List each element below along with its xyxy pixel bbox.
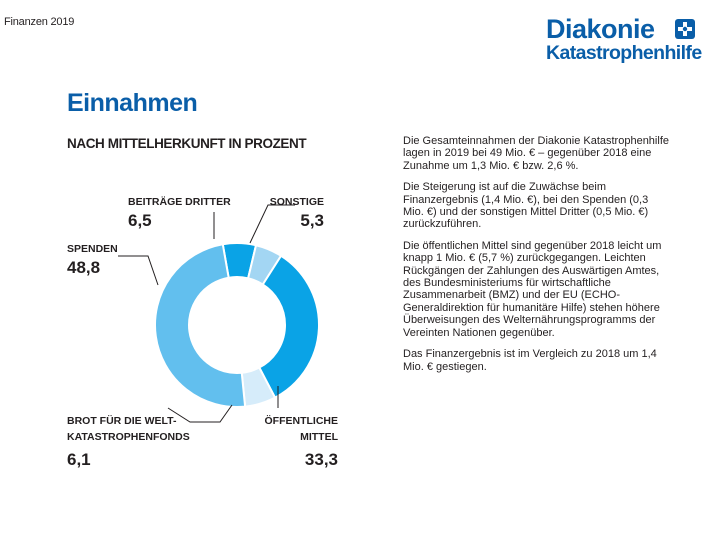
label-oeffentliche-value: 33,3 (305, 450, 338, 469)
chart-labels: BEITRÄGE DRITTER 6,5 SONSTIGE 5,3 SPENDE… (67, 195, 339, 469)
paragraph-3: Die öffentlichen Mittel sind gegenüber 2… (403, 239, 662, 339)
label-brot-name-line2: KATASTROPHENFONDS (67, 431, 190, 443)
paragraph-4: Das Finanzergebnis ist im Vergleich zu 2… (403, 348, 657, 373)
label-brot-name-line1: BROT FÜR DIE WELT- (67, 414, 177, 427)
label-sonstige-value: 5,3 (300, 211, 324, 230)
body-text: Die Gesamteinnahmen der Diakonie Katastr… (403, 135, 671, 382)
label-beitraege-value: 6,5 (128, 211, 152, 230)
leader-line-spenden (118, 255, 159, 286)
section-title: Einnahmen (67, 89, 198, 117)
diakonie-logo: Diakonie Katastrophenhilfe (546, 14, 718, 70)
label-oeffentliche-name-line2: MITTEL (300, 431, 338, 443)
label-spenden-value: 48,8 (67, 258, 100, 277)
chart-title: NACH MITTELHERKUNFT IN PROZENT (67, 136, 307, 151)
donut-slice-2 (257, 254, 320, 399)
label-sonstige-name: SONSTIGE (270, 196, 324, 208)
leader-line-sonstige (249, 204, 295, 244)
donut-slices (154, 242, 320, 408)
label-spenden-name: SPENDEN (67, 243, 118, 255)
leader-line-brot (167, 404, 233, 423)
chart-leader-lines (118, 204, 295, 423)
page-header-label: Finanzen 2019 (4, 16, 75, 28)
logo-cross-icon (675, 19, 695, 39)
logo-wordmark: Diakonie (546, 14, 655, 44)
label-beitraege-name: BEITRÄGE DRITTER (128, 195, 231, 208)
paragraph-1: Die Gesamteinnahmen der Diakonie Katastr… (403, 135, 669, 172)
label-oeffentliche-name-line1: ÖFFENTLICHE (265, 414, 339, 427)
donut-slice-4 (154, 243, 247, 408)
paragraph-2: Die Steigerung ist auf die Zuwächse beim… (403, 181, 649, 231)
label-brot-value: 6,1 (67, 450, 91, 469)
logo-subtitle: Katastrophenhilfe (546, 42, 702, 64)
